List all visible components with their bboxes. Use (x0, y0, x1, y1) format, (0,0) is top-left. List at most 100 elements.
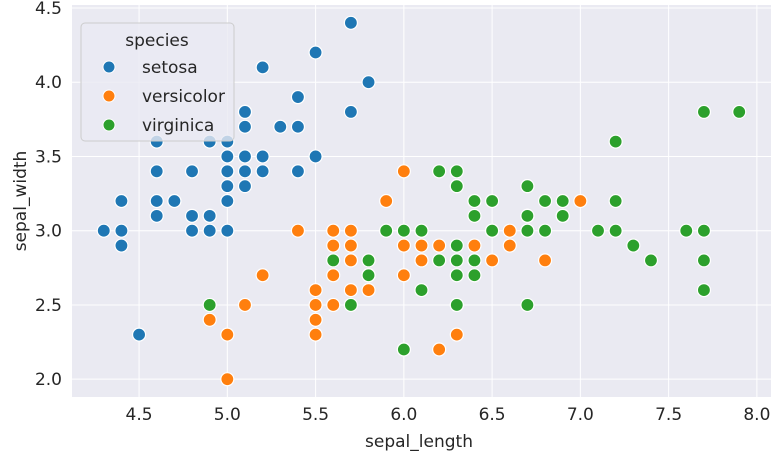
data-point (449, 268, 464, 283)
data-point (326, 253, 341, 268)
data-point (326, 223, 341, 238)
data-point (520, 208, 535, 223)
data-point (343, 15, 358, 30)
data-point (537, 223, 553, 238)
data-point (255, 164, 270, 179)
data-point (361, 253, 376, 268)
data-point (237, 149, 253, 164)
data-point (202, 297, 217, 313)
y-tick-label: 4.0 (35, 73, 62, 93)
data-point (537, 193, 553, 209)
data-point (396, 164, 411, 179)
x-tick-label: 8.0 (743, 405, 770, 425)
data-point (290, 223, 306, 238)
data-point (343, 297, 358, 313)
data-point (520, 297, 535, 313)
data-point (220, 149, 235, 164)
data-point (502, 223, 517, 238)
data-point (414, 253, 429, 268)
legend: species setosa versicolor virginica (80, 22, 235, 142)
data-point (432, 253, 447, 268)
data-point (467, 238, 482, 253)
y-tick-label: 2.5 (35, 296, 62, 316)
data-point (485, 193, 500, 209)
x-tick-label: 6.5 (479, 405, 506, 425)
data-point (308, 149, 323, 164)
data-point (114, 223, 129, 238)
legend-marker (102, 118, 116, 132)
x-tick-label: 7.5 (655, 405, 682, 425)
data-point (326, 268, 341, 283)
data-point (273, 119, 288, 134)
data-point (485, 253, 500, 268)
series-versicolor (202, 164, 588, 387)
data-point (255, 149, 270, 164)
data-point (555, 208, 570, 223)
data-point (290, 119, 306, 134)
data-point (502, 238, 517, 253)
x-tick-label: 4.5 (126, 405, 153, 425)
data-point (467, 193, 482, 209)
data-point (414, 223, 429, 238)
data-point (202, 208, 217, 223)
data-point (379, 193, 394, 209)
data-points (96, 15, 747, 387)
y-axis-label: sepal_width (11, 151, 31, 252)
y-axis: 2.0 2.5 3.0 3.5 4.0 4.5 (35, 0, 62, 390)
data-point (396, 238, 411, 253)
data-point (343, 253, 358, 268)
data-point (449, 253, 464, 268)
data-point (96, 223, 111, 238)
data-point (290, 164, 306, 179)
data-point (184, 208, 200, 223)
data-point (237, 164, 253, 179)
data-point (449, 297, 464, 313)
data-point (379, 223, 394, 238)
data-point (220, 179, 235, 194)
data-point (449, 327, 464, 342)
data-point (184, 223, 200, 238)
data-point (343, 282, 358, 298)
data-point (202, 223, 217, 238)
data-point (237, 119, 253, 134)
data-point (696, 223, 712, 238)
data-point (432, 342, 447, 357)
data-point (308, 282, 323, 298)
data-point (255, 60, 270, 75)
data-point (149, 193, 164, 209)
data-point (326, 297, 341, 313)
data-point (467, 208, 482, 223)
data-point (237, 179, 253, 194)
data-point (696, 282, 712, 298)
data-point (237, 297, 253, 313)
x-tick-label: 5.0 (214, 405, 241, 425)
data-point (449, 238, 464, 253)
y-tick-label: 3.0 (35, 222, 62, 242)
data-point (149, 164, 164, 179)
x-tick-label: 5.5 (302, 405, 329, 425)
data-point (167, 193, 182, 209)
data-point (220, 372, 235, 387)
data-point (308, 297, 323, 313)
data-point (114, 238, 129, 253)
data-point (520, 223, 535, 238)
data-point (732, 104, 747, 120)
x-tick-label: 7.0 (567, 405, 594, 425)
data-point (573, 193, 588, 209)
data-point (220, 164, 235, 179)
x-tick-label: 6.0 (390, 405, 417, 425)
data-point (520, 179, 535, 194)
data-point (308, 327, 323, 342)
data-point (590, 223, 606, 238)
data-point (396, 342, 411, 357)
legend-entry-versicolor: versicolor (142, 87, 225, 107)
legend-entry-setosa: setosa (142, 58, 198, 78)
data-point (432, 238, 447, 253)
y-tick-label: 4.5 (35, 0, 62, 19)
legend-title: species (125, 31, 189, 51)
data-point (432, 164, 447, 179)
data-point (626, 238, 641, 253)
data-point (308, 312, 323, 327)
data-point (467, 253, 482, 268)
